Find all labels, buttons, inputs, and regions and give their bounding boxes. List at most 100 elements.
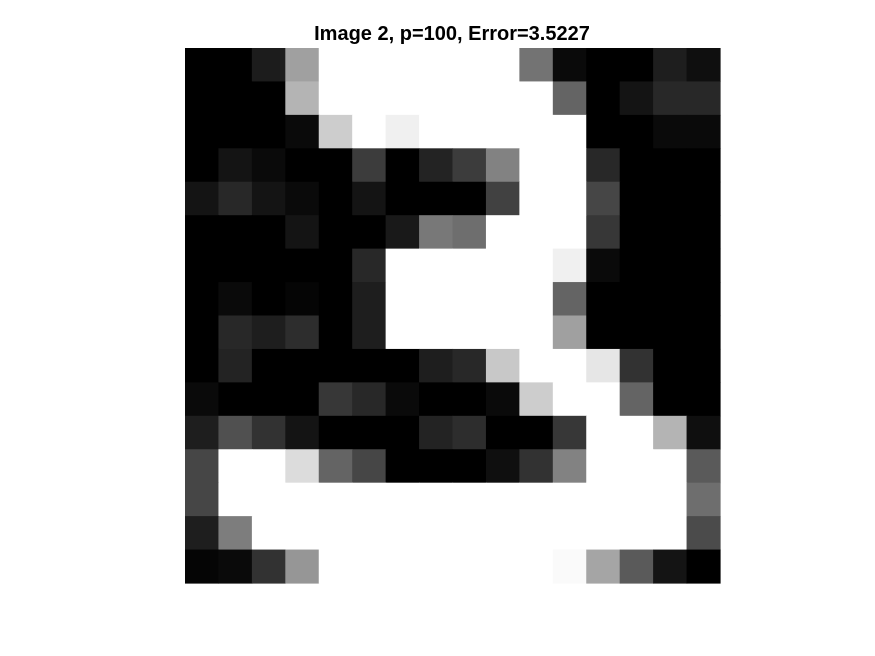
heatmap-cell-r6-c2 <box>251 248 286 283</box>
heatmap-cell-r8-c3 <box>285 315 320 350</box>
heatmap-cell-r13-c14 <box>653 482 688 517</box>
heatmap-cell-r8-c15 <box>686 315 721 350</box>
heatmap-cell-r1-c5 <box>352 81 387 116</box>
heatmap-cell-r15-c9 <box>485 549 520 584</box>
heatmap-cell-r9-c6 <box>385 348 420 383</box>
heatmap-cell-r12-c6 <box>385 449 420 484</box>
heatmap-cell-r7-c0 <box>185 282 220 317</box>
heatmap-cell-r13-c9 <box>485 482 520 517</box>
heatmap-cell-r15-c15 <box>686 549 721 584</box>
heatmap-cell-r2-c1 <box>218 114 253 149</box>
heatmap-cell-r1-c9 <box>485 81 520 116</box>
heatmap-cell-r5-c12 <box>586 215 621 250</box>
heatmap-cell-r1-c7 <box>419 81 454 116</box>
heatmap-cell-r14-c5 <box>352 516 387 551</box>
heatmap-cell-r13-c3 <box>285 482 320 517</box>
heatmap-cell-r3-c15 <box>686 148 721 183</box>
heatmap-cell-r2-c12 <box>586 114 621 149</box>
heatmap-cell-r6-c13 <box>619 248 654 283</box>
heatmap-cell-r2-c6 <box>385 114 420 149</box>
heatmap-cell-r11-c0 <box>185 415 220 450</box>
heatmap-cell-r12-c10 <box>519 449 554 484</box>
heatmap-cell-r13-c8 <box>452 482 487 517</box>
heatmap-cell-r3-c3 <box>285 148 320 183</box>
heatmap-cell-r7-c3 <box>285 282 320 317</box>
heatmap-cell-r10-c6 <box>385 382 420 417</box>
heatmap-cell-r0-c8 <box>452 48 487 83</box>
heatmap-cell-r1-c14 <box>653 81 688 116</box>
heatmap-cell-r8-c11 <box>552 315 587 350</box>
heatmap-cell-r13-c13 <box>619 482 654 517</box>
heatmap-cell-r3-c7 <box>419 148 454 183</box>
heatmap-cell-r0-c14 <box>653 48 688 83</box>
heatmap-cell-r13-c5 <box>352 482 387 517</box>
heatmap-cell-r6-c9 <box>485 248 520 283</box>
heatmap-cell-r8-c7 <box>419 315 454 350</box>
heatmap-cell-r9-c3 <box>285 348 320 383</box>
heatmap-cell-r15-c13 <box>619 549 654 584</box>
heatmap-cell-r15-c6 <box>385 549 420 584</box>
heatmap-cell-r14-c8 <box>452 516 487 551</box>
heatmap-cell-r4-c10 <box>519 181 554 216</box>
heatmap-cell-r5-c0 <box>185 215 220 250</box>
heatmap-cell-r5-c7 <box>419 215 454 250</box>
heatmap-cell-r0-c11 <box>552 48 587 83</box>
heatmap-cell-r8-c6 <box>385 315 420 350</box>
heatmap-cell-r5-c3 <box>285 215 320 250</box>
heatmap-cell-r5-c14 <box>653 215 688 250</box>
heatmap-cell-r10-c12 <box>586 382 621 417</box>
heatmap-cell-r14-c15 <box>686 516 721 551</box>
heatmap-cell-r6-c4 <box>318 248 353 283</box>
heatmap-cell-r7-c15 <box>686 282 721 317</box>
heatmap-cell-r14-c4 <box>318 516 353 551</box>
heatmap-cell-r14-c14 <box>653 516 688 551</box>
heatmap-cell-r9-c0 <box>185 348 220 383</box>
heatmap-cell-r14-c3 <box>285 516 320 551</box>
heatmap-cell-r10-c14 <box>653 382 688 417</box>
heatmap-cell-r6-c8 <box>452 248 487 283</box>
heatmap-cell-r10-c1 <box>218 382 253 417</box>
heatmap-cell-r3-c0 <box>185 148 220 183</box>
heatmap-cell-r11-c14 <box>653 415 688 450</box>
heatmap-cell-r13-c15 <box>686 482 721 517</box>
heatmap-cell-r9-c14 <box>653 348 688 383</box>
heatmap-cell-r5-c10 <box>519 215 554 250</box>
heatmap-cell-r2-c9 <box>485 114 520 149</box>
heatmap-cell-r15-c0 <box>185 549 220 584</box>
heatmap-cell-r9-c4 <box>318 348 353 383</box>
heatmap-cell-r4-c3 <box>285 181 320 216</box>
heatmap-cell-r12-c14 <box>653 449 688 484</box>
heatmap-cell-r1-c0 <box>185 81 220 116</box>
heatmap-cell-r6-c11 <box>552 248 587 283</box>
heatmap-cell-r12-c5 <box>352 449 387 484</box>
heatmap-cell-r2-c3 <box>285 114 320 149</box>
heatmap-cell-r2-c4 <box>318 114 353 149</box>
heatmap-cell-r11-c11 <box>552 415 587 450</box>
heatmap-cell-r8-c5 <box>352 315 387 350</box>
heatmap-cell-r10-c7 <box>419 382 454 417</box>
heatmap-cell-r11-c9 <box>485 415 520 450</box>
heatmap-cell-r14-c13 <box>619 516 654 551</box>
heatmap-cell-r0-c3 <box>285 48 320 83</box>
heatmap-cell-r10-c4 <box>318 382 353 417</box>
heatmap-cell-r12-c13 <box>619 449 654 484</box>
heatmap-cell-r4-c15 <box>686 181 721 216</box>
heatmap-cell-r13-c11 <box>552 482 587 517</box>
heatmap-cell-r2-c7 <box>419 114 454 149</box>
heatmap-cell-r8-c0 <box>185 315 220 350</box>
heatmap-cell-r0-c10 <box>519 48 554 83</box>
heatmap-cell-r11-c10 <box>519 415 554 450</box>
heatmap-cell-r0-c13 <box>619 48 654 83</box>
heatmap-cell-r7-c5 <box>352 282 387 317</box>
heatmap-cell-r7-c9 <box>485 282 520 317</box>
heatmap-cell-r10-c11 <box>552 382 587 417</box>
heatmap-cell-r8-c10 <box>519 315 554 350</box>
heatmap-cell-r15-c7 <box>419 549 454 584</box>
heatmap-cell-r4-c11 <box>552 181 587 216</box>
heatmap-cell-r1-c13 <box>619 81 654 116</box>
heatmap-cell-r2-c8 <box>452 114 487 149</box>
heatmap-cell-r8-c12 <box>586 315 621 350</box>
heatmap-cell-r7-c2 <box>251 282 286 317</box>
heatmap-cell-r3-c12 <box>586 148 621 183</box>
heatmap-cell-r7-c6 <box>385 282 420 317</box>
